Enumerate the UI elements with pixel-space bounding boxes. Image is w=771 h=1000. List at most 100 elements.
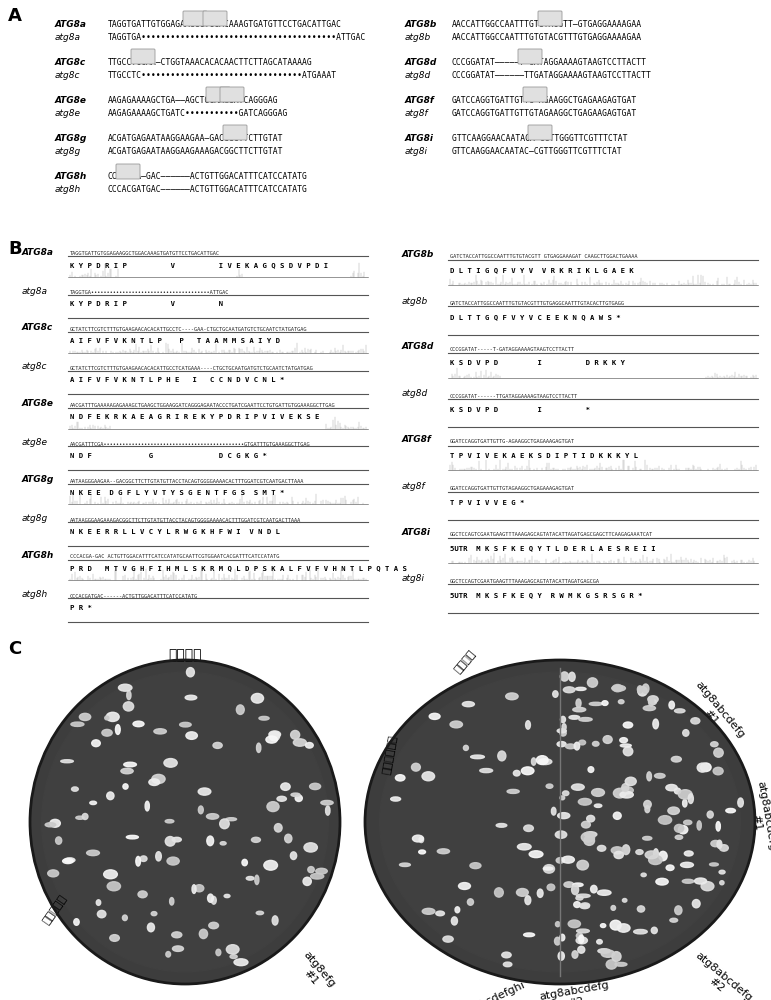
Ellipse shape xyxy=(256,911,264,915)
Ellipse shape xyxy=(716,822,720,831)
Ellipse shape xyxy=(220,819,229,829)
Ellipse shape xyxy=(638,687,647,696)
Text: ACGATGAGAATAAGGAAGAAAGACGGCTTCTTGTAT: ACGATGAGAATAAGGAAGAAAGACGGCTTCTTGTAT xyxy=(108,147,284,156)
Ellipse shape xyxy=(675,788,681,794)
Text: ATG8e: ATG8e xyxy=(22,399,54,408)
Text: D L T T G Q F V Y V C E E K N Q A W S *: D L T T G Q F V Y V C E E K N Q A W S * xyxy=(450,314,621,320)
Ellipse shape xyxy=(72,787,79,791)
Ellipse shape xyxy=(264,860,278,870)
Ellipse shape xyxy=(648,696,658,703)
Ellipse shape xyxy=(620,738,628,743)
Ellipse shape xyxy=(365,660,755,984)
Ellipse shape xyxy=(325,806,330,815)
Text: CCCACGATGAC––––––ACTGTTGGACATTTCATCCATATG: CCCACGATGAC––––––ACTGTTGGACATTTCATCCATAT… xyxy=(108,185,308,194)
Ellipse shape xyxy=(173,946,183,951)
Ellipse shape xyxy=(291,730,300,739)
Ellipse shape xyxy=(701,882,714,891)
Ellipse shape xyxy=(622,898,627,902)
Ellipse shape xyxy=(89,801,96,805)
Text: ATG8g: ATG8g xyxy=(55,134,87,143)
Ellipse shape xyxy=(133,721,144,727)
Ellipse shape xyxy=(577,946,585,953)
Text: CCCACGA–GAC––––––ACTGTTGGACATTTCATCCATATG: CCCACGA–GAC––––––ACTGTTGGACATTTCATCCATAT… xyxy=(108,172,308,181)
Ellipse shape xyxy=(707,811,713,818)
Ellipse shape xyxy=(311,873,324,879)
Text: N D F E K R K A E A G R I R E K Y P D R I P V I V E K S E: N D F E K R K A E A G R I R E K Y P D R … xyxy=(70,414,319,420)
Ellipse shape xyxy=(436,911,444,916)
Text: atg8d: atg8d xyxy=(402,389,428,398)
Ellipse shape xyxy=(584,832,597,837)
Text: TAGGTGATTGTGGAGAAGGCTGGACAAAGTGATGTTCCTGACATTGAC: TAGGTGATTGTGGAGAAGGCTGGACAAAGTGATGTTCCTG… xyxy=(108,20,342,29)
Text: atg8a: atg8a xyxy=(22,287,48,296)
Ellipse shape xyxy=(564,882,574,887)
Ellipse shape xyxy=(623,722,633,728)
Ellipse shape xyxy=(194,885,204,892)
Ellipse shape xyxy=(648,855,662,865)
Ellipse shape xyxy=(56,837,62,844)
Ellipse shape xyxy=(463,745,469,750)
Ellipse shape xyxy=(642,684,649,693)
Ellipse shape xyxy=(557,813,570,819)
Ellipse shape xyxy=(211,896,217,904)
Ellipse shape xyxy=(581,832,594,842)
Ellipse shape xyxy=(581,903,590,908)
Ellipse shape xyxy=(650,700,656,705)
Ellipse shape xyxy=(463,702,474,707)
Ellipse shape xyxy=(573,707,586,712)
Ellipse shape xyxy=(221,842,226,845)
Ellipse shape xyxy=(251,837,261,842)
Ellipse shape xyxy=(614,788,626,798)
Ellipse shape xyxy=(658,816,672,824)
Text: GGATCCAGGTGATTGTTG-AGAAGGCTGAGAAAGAGTGAT: GGATCCAGGTGATTGTTG-AGAAGGCTGAGAAAGAGTGAT xyxy=(450,439,575,444)
Ellipse shape xyxy=(669,701,675,709)
Ellipse shape xyxy=(502,952,511,958)
Ellipse shape xyxy=(412,835,423,842)
Ellipse shape xyxy=(82,813,88,820)
Ellipse shape xyxy=(154,729,167,734)
Text: ATG8c: ATG8c xyxy=(22,323,53,332)
Ellipse shape xyxy=(521,767,534,775)
Ellipse shape xyxy=(213,742,222,748)
Ellipse shape xyxy=(695,878,706,884)
Ellipse shape xyxy=(450,721,463,728)
Text: P R D   M T V G H F I H M L S K R M Q L D P S K A L F V F V H N T L P Q T A S: P R D M T V G H F I H M L S K R M Q L D … xyxy=(70,566,407,572)
Ellipse shape xyxy=(537,756,548,765)
Ellipse shape xyxy=(653,719,658,729)
Ellipse shape xyxy=(738,798,743,807)
Ellipse shape xyxy=(589,702,602,705)
Ellipse shape xyxy=(237,705,244,714)
Ellipse shape xyxy=(562,724,566,730)
Text: CCCGGATAT-----T-GATAGGAAAAGTAAGTCCTTACTT: CCCGGATAT-----T-GATAGGAAAAGTAAGTCCTTACTT xyxy=(450,347,575,352)
Ellipse shape xyxy=(156,852,161,861)
Ellipse shape xyxy=(172,932,182,938)
Text: atg8e: atg8e xyxy=(22,438,48,447)
Ellipse shape xyxy=(684,820,692,825)
Ellipse shape xyxy=(277,796,286,801)
Ellipse shape xyxy=(227,945,239,954)
Ellipse shape xyxy=(136,856,140,866)
Ellipse shape xyxy=(92,740,100,747)
Ellipse shape xyxy=(553,691,558,697)
Text: TAGGTGATTGTGGAGAAGGCTGGACAAAGTGATGTTCCTGACATTGAC: TAGGTGATTGTGGAGAAGGCTGGACAAAGTGATGTTCCTG… xyxy=(70,251,220,256)
Ellipse shape xyxy=(682,730,689,736)
Ellipse shape xyxy=(308,867,315,873)
Ellipse shape xyxy=(123,762,136,767)
Ellipse shape xyxy=(636,850,643,854)
Text: A I F V F V K N T L P    P   T A A M M S A I Y D: A I F V F V K N T L P P T A A M M S A I … xyxy=(70,338,280,344)
Ellipse shape xyxy=(480,769,493,773)
Ellipse shape xyxy=(592,741,599,746)
Text: TTGCCTC•••••••••••••••••••••••••••••••••ATGAAAT: TTGCCTC•••••••••••••••••••••••••••••••••… xyxy=(108,71,337,80)
Ellipse shape xyxy=(614,851,623,859)
Ellipse shape xyxy=(700,763,711,772)
Text: GGCTCCAGTCGAATGAAGTTTAAAGAGCAGTATACATTAGATGAGCGA: GGCTCCAGTCGAATGAAGTTTAAAGAGCAGTATACATTAG… xyxy=(450,579,600,584)
Ellipse shape xyxy=(321,800,333,805)
Text: T P V I V V E G *: T P V I V V E G * xyxy=(450,500,524,506)
Ellipse shape xyxy=(576,933,583,938)
Ellipse shape xyxy=(170,898,173,905)
Ellipse shape xyxy=(234,959,248,966)
Ellipse shape xyxy=(658,851,667,861)
Ellipse shape xyxy=(216,949,221,956)
Ellipse shape xyxy=(149,779,160,785)
Ellipse shape xyxy=(625,777,636,786)
Ellipse shape xyxy=(578,798,591,805)
